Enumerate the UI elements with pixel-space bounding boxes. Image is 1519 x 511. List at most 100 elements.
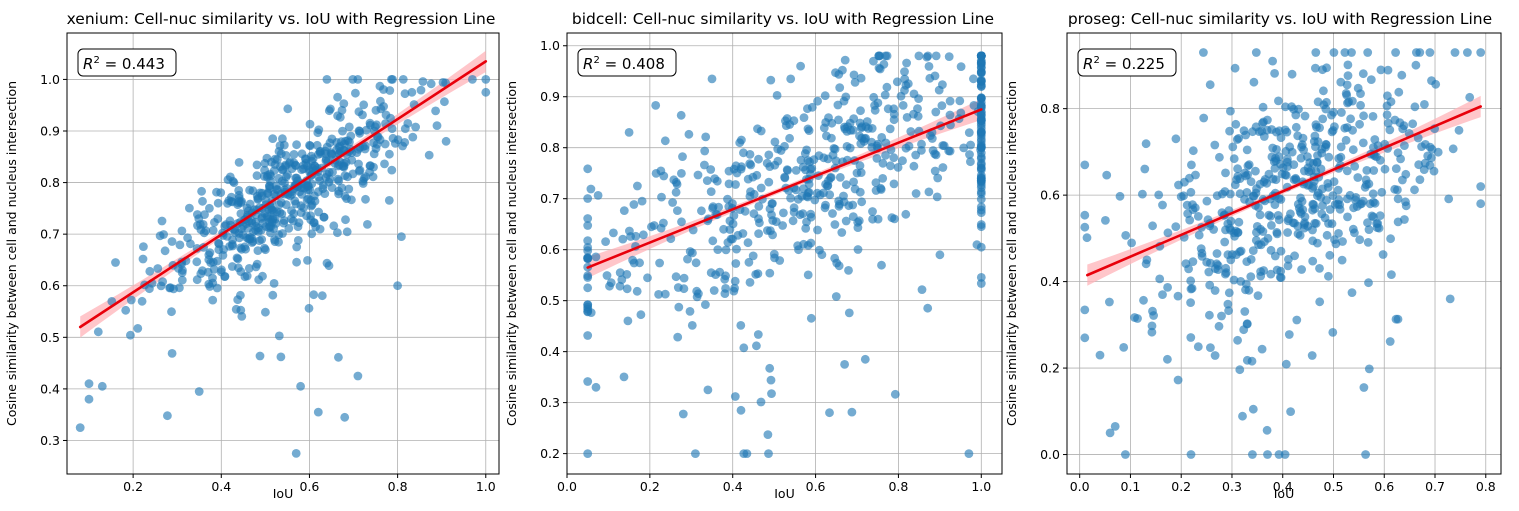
data-point [756, 397, 766, 407]
data-point [249, 227, 258, 237]
data-point [234, 158, 244, 167]
data-point [591, 382, 601, 392]
data-point [1417, 142, 1426, 152]
data-point [933, 173, 943, 183]
data-point [745, 150, 755, 159]
data-point [721, 245, 731, 255]
data-point [1242, 355, 1252, 365]
data-point [1199, 113, 1209, 123]
data-point [678, 409, 688, 419]
y-tick-label: 0.8 [540, 140, 560, 155]
data-point [924, 187, 934, 197]
data-point [1321, 104, 1331, 114]
data-point [976, 158, 986, 168]
y-tick-label: 0.4 [40, 381, 60, 396]
data-point [1383, 91, 1392, 101]
data-point [256, 225, 266, 235]
data-point [700, 160, 709, 170]
data-point [930, 166, 940, 176]
axes-frame [1066, 32, 1502, 475]
data-point [315, 224, 325, 234]
data-point [1187, 160, 1196, 170]
data-point [278, 134, 287, 144]
data-point [167, 349, 177, 358]
data-point [1147, 327, 1157, 337]
data-point [1262, 425, 1272, 435]
y-tick-label: 0.4 [540, 344, 560, 359]
data-point [827, 133, 836, 143]
data-point [1240, 195, 1249, 204]
data-point [1105, 297, 1114, 307]
data-point [1398, 175, 1407, 185]
data-point [1313, 151, 1322, 160]
data-point [1315, 264, 1324, 273]
data-point [1284, 330, 1294, 339]
data-point [1252, 222, 1262, 231]
data-point [684, 129, 694, 139]
data-point [252, 171, 262, 181]
data-point [583, 246, 593, 256]
data-point [924, 62, 934, 71]
data-point [881, 151, 890, 160]
data-point [637, 196, 647, 206]
data-point [869, 56, 878, 66]
data-point [1374, 223, 1384, 233]
data-point [1105, 428, 1115, 438]
data-point [1102, 170, 1112, 180]
data-point [213, 214, 223, 224]
data-point [252, 259, 262, 269]
data-point [1139, 295, 1148, 305]
data-point [702, 176, 712, 186]
data-point [636, 310, 646, 320]
data-point [1393, 194, 1403, 204]
data-point [269, 279, 279, 288]
data-point [1225, 126, 1234, 136]
data-point [218, 251, 228, 260]
data-point [111, 258, 120, 267]
x-tick-label: 0.1 [1121, 479, 1141, 494]
data-point [1289, 160, 1299, 170]
data-point [1259, 177, 1269, 187]
data-point [617, 275, 627, 285]
data-point [877, 260, 886, 270]
data-point [802, 145, 811, 155]
data-point [1463, 48, 1472, 57]
data-point [917, 139, 926, 149]
data-point [351, 88, 360, 98]
data-point [1202, 196, 1212, 206]
data-point [370, 122, 380, 132]
data-point [177, 268, 187, 278]
data-point [468, 75, 477, 84]
data-point [155, 231, 165, 241]
x-axis-ticks: 0.2 0.4 0.6 0.8 1.0 [123, 474, 496, 494]
data-point [1193, 212, 1203, 221]
data-point [1179, 191, 1188, 201]
r2-annotation: R2 = 0.408 [577, 48, 677, 77]
data-point [1283, 228, 1292, 237]
data-point [1174, 180, 1183, 190]
data-point [1369, 166, 1379, 175]
data-point [276, 352, 286, 362]
data-point [253, 246, 263, 256]
data-point [911, 189, 921, 198]
data-point [1359, 111, 1368, 121]
data-point [1329, 48, 1339, 57]
data-point [909, 161, 919, 171]
data-point [1148, 221, 1157, 231]
data-point [779, 208, 788, 218]
data-point [1299, 145, 1308, 155]
data-point [1319, 86, 1328, 96]
x-tick-label: 0.5 [1324, 479, 1344, 494]
data-point [1266, 269, 1276, 279]
data-point [731, 180, 740, 189]
data-point [194, 387, 204, 396]
data-point [721, 284, 730, 293]
y-tick-label: 1.0 [540, 38, 560, 53]
data-point [788, 216, 798, 226]
data-point [359, 100, 369, 110]
data-point [1220, 237, 1230, 247]
data-point [358, 110, 367, 120]
data-point [306, 201, 316, 211]
data-point [615, 268, 625, 277]
data-point [1476, 199, 1486, 209]
